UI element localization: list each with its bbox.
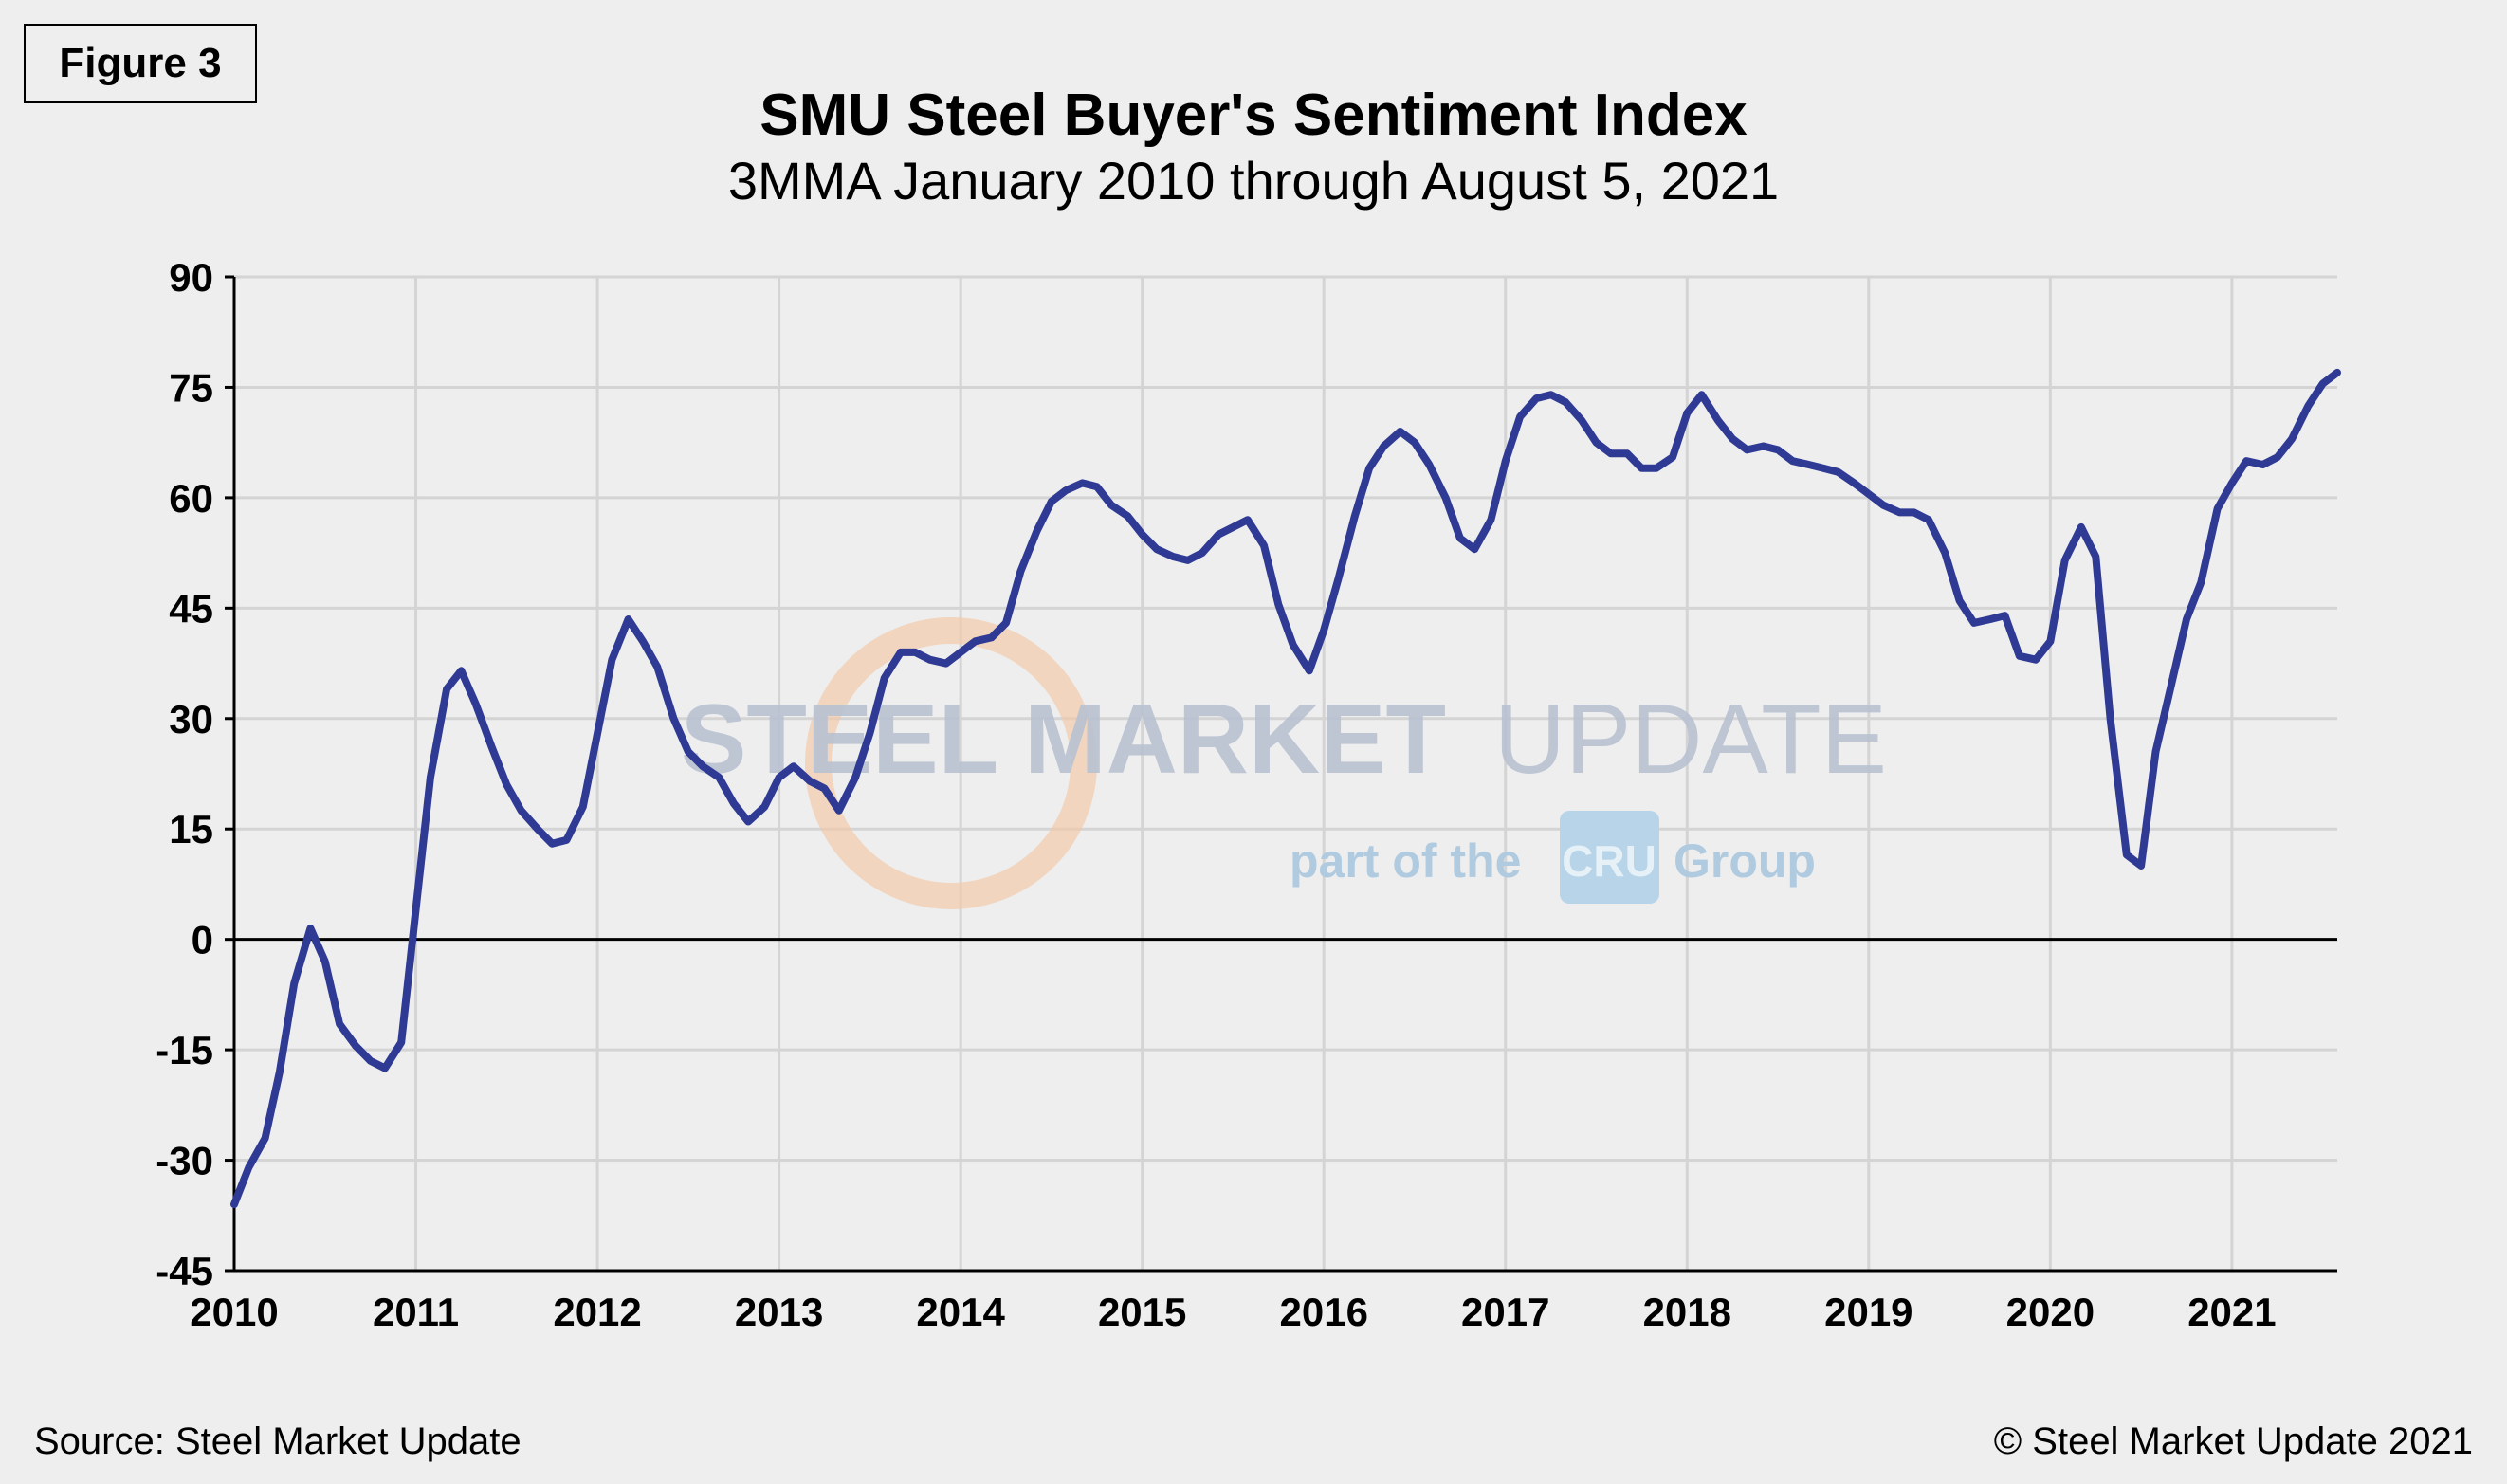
- watermark: STEEL MARKET UPDATE part of the CRU Grou…: [681, 617, 1887, 909]
- axes: [225, 275, 2337, 1273]
- watermark-cru-text: CRU: [1562, 836, 1656, 886]
- watermark-brand: STEEL MARKET UPDATE: [681, 685, 1887, 795]
- watermark-brand-light: UPDATE: [1494, 685, 1887, 795]
- x-tick-label: 2021: [2187, 1290, 2276, 1334]
- watermark-tagline-prefix: part of the: [1290, 834, 1521, 888]
- x-tick-label: 2016: [1280, 1290, 1368, 1334]
- x-tick-label: 2012: [553, 1290, 641, 1334]
- y-tick-label: 75: [169, 365, 213, 410]
- y-tick-label: -45: [156, 1249, 213, 1293]
- sentiment-index-line: [230, 368, 2341, 1209]
- y-tick-label: 15: [169, 807, 213, 852]
- copyright-note: © Steel Market Update 2021: [1993, 1420, 2473, 1462]
- x-tick-label: 2010: [190, 1290, 278, 1334]
- watermark-brand-bold: STEEL MARKET: [681, 685, 1446, 795]
- y-tick-label: 60: [169, 476, 213, 521]
- y-tick-label: 0: [192, 918, 213, 962]
- y-tick-label: 30: [169, 697, 213, 742]
- y-tick-label: -30: [156, 1139, 213, 1183]
- x-tick-label: 2017: [1461, 1290, 1549, 1334]
- chart-subtitle: 3MMA January 2010 through August 5, 2021: [727, 151, 1780, 211]
- source-note: Source: Steel Market Update: [34, 1420, 522, 1462]
- y-tick-label: 90: [169, 255, 213, 300]
- figure-label: Figure 3: [24, 24, 257, 103]
- chart-title: SMU Steel Buyer's Sentiment Index: [759, 82, 1748, 148]
- x-tick-label: 2013: [735, 1290, 823, 1334]
- x-tick-label: 2014: [916, 1290, 1005, 1334]
- y-tick-label: -15: [156, 1028, 213, 1072]
- watermark-ring: [805, 617, 1097, 909]
- watermark-tagline-suffix: Group: [1674, 834, 1816, 888]
- y-tick-label: 45: [169, 586, 213, 631]
- x-tick-label: 2019: [1824, 1290, 1912, 1334]
- x-tick-label: 2020: [2006, 1290, 2095, 1334]
- x-tick-label: 2015: [1098, 1290, 1186, 1334]
- watermark-cru-logo: [1560, 811, 1659, 904]
- x-tick-label: 2011: [373, 1290, 459, 1334]
- x-tick-label: 2018: [1643, 1290, 1731, 1334]
